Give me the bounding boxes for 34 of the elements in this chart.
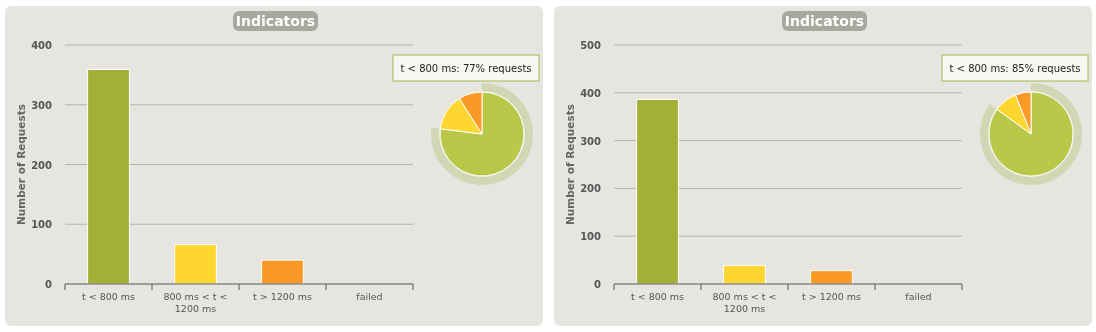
y-tick-label: 200 <box>580 183 602 195</box>
y-tick-label: 100 <box>580 231 602 243</box>
y-tick-label: 400 <box>31 40 53 51</box>
y-axis-title: Number of Requests <box>564 104 576 225</box>
y-axis-title: Number of Requests <box>15 104 27 225</box>
y-tick-label: 200 <box>31 159 53 171</box>
x-tick-label: t < 800 ms <box>81 291 136 302</box>
bar <box>810 270 853 285</box>
y-tick-label: 400 <box>580 87 602 99</box>
chart-title: Indicators <box>235 13 316 29</box>
bar <box>723 264 766 285</box>
y-tick-label: 100 <box>31 219 53 231</box>
bar <box>174 244 217 285</box>
annotation: t < 800 ms: 77% requests <box>400 63 532 74</box>
x-tick-label: t > 1200 ms <box>252 291 313 302</box>
y-tick-label: 500 <box>580 40 602 51</box>
pie-slice <box>988 91 1074 177</box>
x-tick-label: t > 1200 ms <box>801 291 862 302</box>
x-tick-label: failed <box>356 291 383 302</box>
y-tick-label: 0 <box>45 279 53 290</box>
bar <box>636 98 679 285</box>
y-tick-label: 300 <box>580 135 602 147</box>
pie-slice <box>439 91 525 177</box>
y-tick-label: 300 <box>31 99 53 111</box>
pie-slice <box>996 94 1032 135</box>
x-tick-label: t < 800 ms <box>630 291 685 302</box>
bar <box>87 69 130 285</box>
y-tick-label: 0 <box>594 279 602 290</box>
x-tick-label: 800 ms < t < 1200 ms <box>712 291 777 314</box>
bar <box>261 259 304 285</box>
annotation: t < 800 ms: 85% requests <box>949 63 1081 74</box>
x-tick-label: failed <box>905 291 932 302</box>
chart-title: Indicators <box>784 13 865 29</box>
x-tick-label: 800 ms < t < 1200 ms <box>163 291 228 314</box>
